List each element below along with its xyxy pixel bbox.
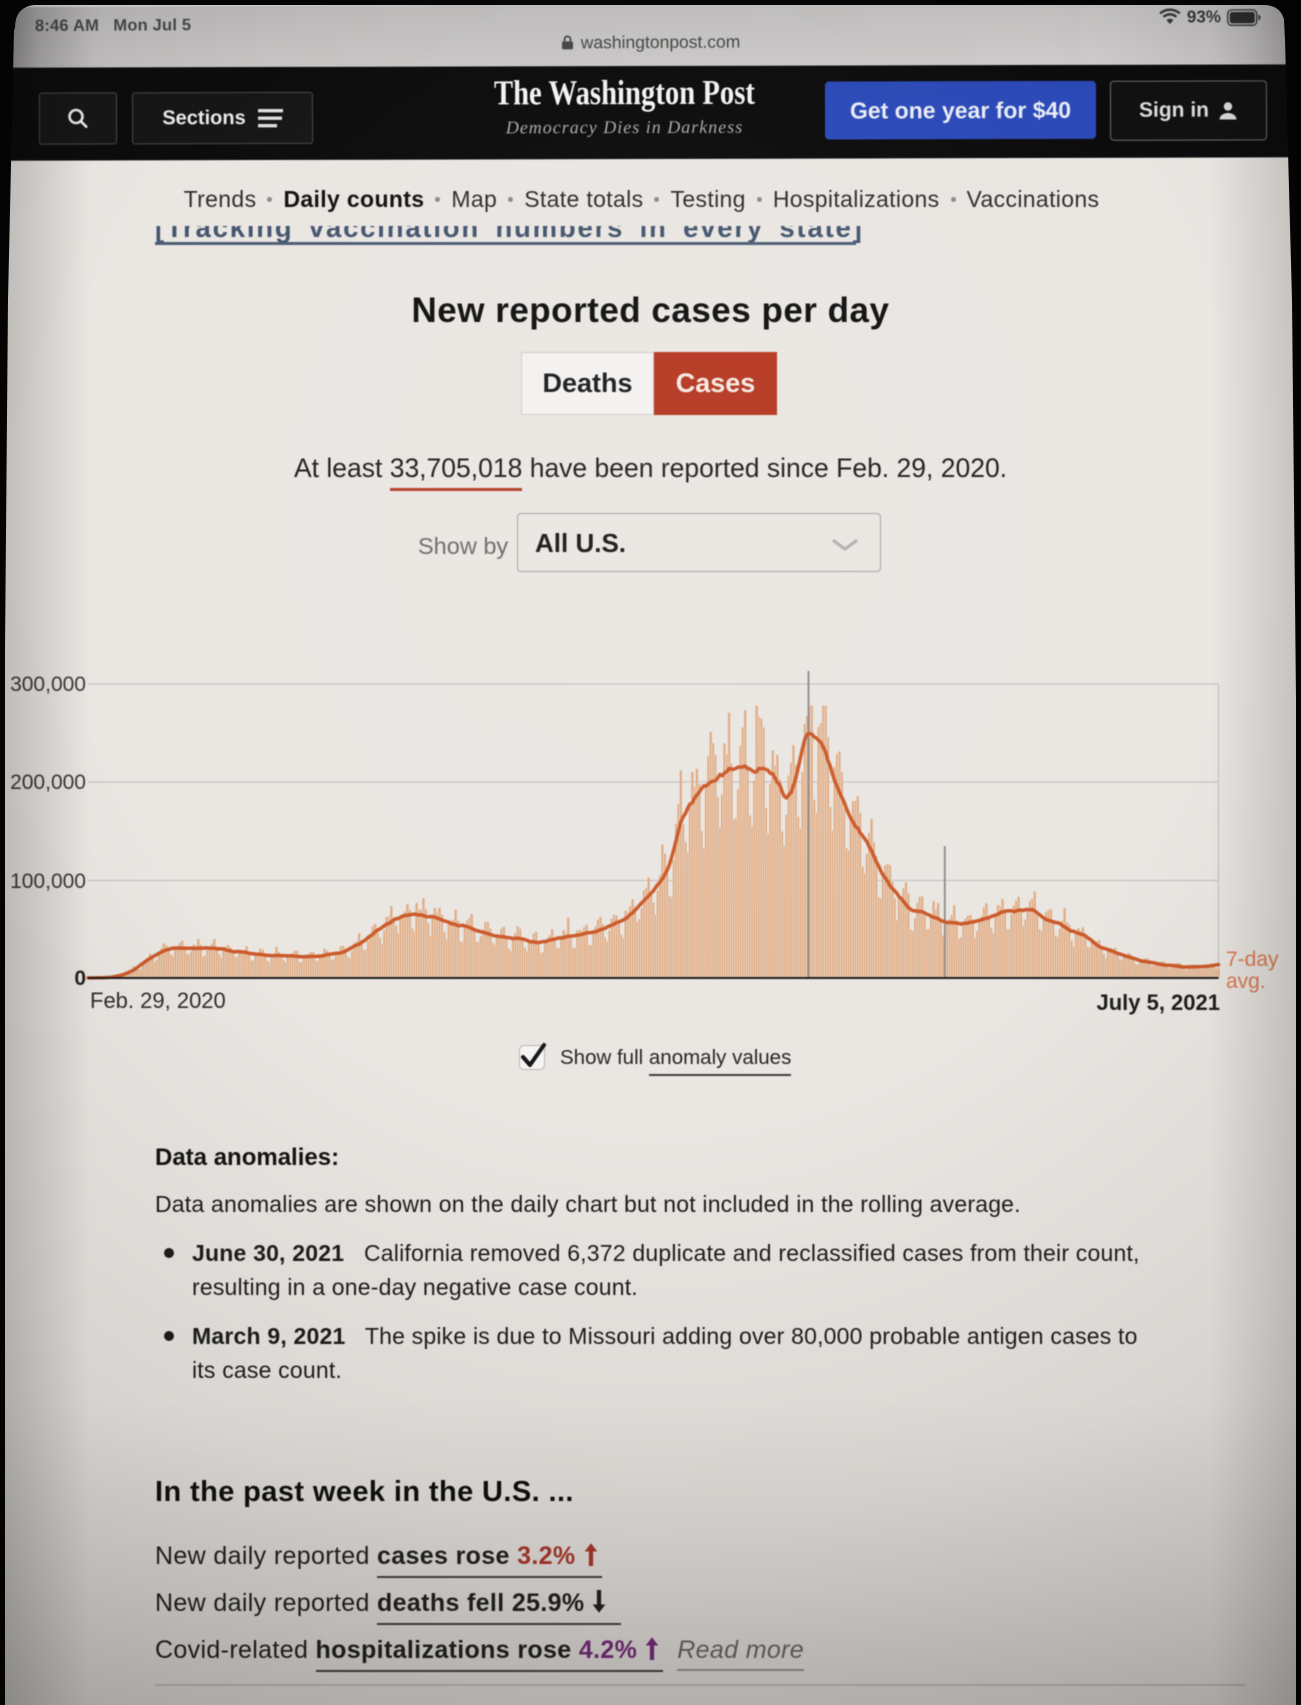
svg-text:avg.: avg. [1226,970,1266,993]
svg-text:7-day: 7-day [1226,948,1279,971]
svg-text:July 5, 2021: July 5, 2021 [1096,990,1220,1015]
svg-text:0: 0 [74,967,86,990]
svg-text:200,000: 200,000 [10,771,86,794]
svg-text:Feb. 29, 2020: Feb. 29, 2020 [90,988,226,1013]
svg-text:100,000: 100,000 [10,870,86,893]
svg-text:300,000: 300,000 [10,673,86,696]
